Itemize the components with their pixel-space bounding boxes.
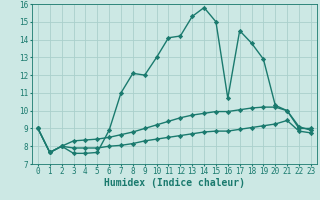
- X-axis label: Humidex (Indice chaleur): Humidex (Indice chaleur): [104, 178, 245, 188]
